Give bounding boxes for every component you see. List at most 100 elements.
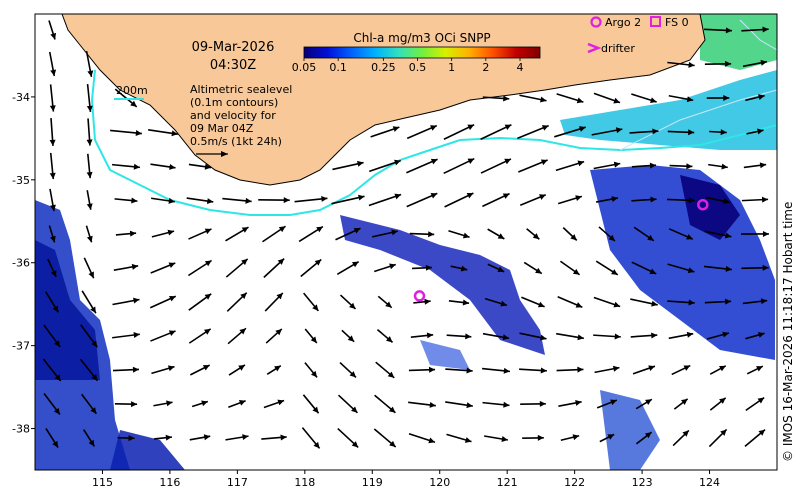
velocity-arrow-head [388, 406, 396, 413]
velocity-arrow-head [277, 258, 285, 265]
land-australia [61, 14, 706, 186]
velocity-arrow-head [389, 263, 396, 270]
velocity-arrow-head [464, 437, 472, 443]
velocity-arrow-head [314, 259, 322, 266]
scale-arrow-head [221, 151, 228, 157]
velocity-arrow-head [131, 263, 139, 270]
velocity-arrow-head [614, 333, 621, 340]
velocity-arrow-head [610, 399, 617, 406]
velocity-arrow-head [430, 158, 438, 165]
sealevel-note-line: and velocity for [190, 109, 276, 122]
velocity-arrow-head [647, 234, 654, 241]
velocity-arrow-head [644, 432, 652, 439]
velocity-arrow-head [280, 434, 287, 441]
velocity-arrow-head [721, 163, 728, 170]
velocity-arrow-head [758, 429, 766, 436]
velocity-arrow-head [502, 334, 510, 341]
velocity-arrow-head [165, 434, 172, 441]
velocity-arrow-head [239, 328, 246, 335]
x-tick-label: 121 [497, 476, 518, 489]
velocity-arrow-head [539, 400, 546, 407]
argo-markers [413, 198, 709, 302]
velocity-arrow-head [202, 365, 210, 371]
velocity-arrow-head [759, 162, 767, 169]
velocity-arrow-head [720, 129, 727, 136]
velocity-arrow-head [275, 328, 282, 336]
sealevel-note-line: 0.5m/s (1kt 24h) [190, 135, 282, 148]
velocity-arrow-head [133, 332, 140, 338]
velocity-arrow-head [462, 299, 470, 306]
velocity-arrow-head [132, 366, 139, 373]
velocity-arrow-head [725, 60, 732, 67]
colorbar-tick-label: 2 [482, 61, 489, 74]
velocity-arrow-head [394, 193, 402, 200]
velocity-arrow-head [608, 234, 616, 242]
x-tick-label: 118 [294, 476, 315, 489]
velocity-arrow-head [537, 301, 545, 308]
plot-frame [34, 13, 778, 471]
velocity-arrow-head [87, 70, 94, 77]
velocity-arrow-head [537, 434, 544, 441]
argo-float-marker[interactable] [413, 290, 426, 302]
velocity-arrow-head [430, 193, 438, 199]
velocity-arrow-head [540, 96, 547, 103]
velocity-arrow-head [688, 61, 695, 68]
velocity-arrow-head [687, 267, 695, 274]
velocity-arrow-head [572, 268, 580, 275]
credit-text: © IMOS 16-Mar-2026 11:18:17 Hobart time [781, 201, 795, 462]
sealevel-note-line: Altimetric sealevel [190, 83, 292, 96]
velocity-arrow-head [686, 96, 694, 103]
x-axis: 115 116 117 118 119 120 121 122 123 124 [92, 470, 720, 489]
velocity-arrow-head [168, 262, 176, 269]
velocity-arrow-head [133, 297, 140, 304]
y-tick-label: -35 [12, 174, 30, 187]
velocity-arrow-head [49, 204, 56, 212]
velocity-arrow-head [575, 399, 582, 406]
velocity-arrow-head [576, 97, 584, 104]
velocity-arrow-head [53, 407, 60, 415]
velocity-arrow-head [283, 197, 290, 204]
velocity-arrow-head [649, 268, 657, 274]
velocity-arrow-head [758, 332, 765, 338]
velocity-arrow-head [650, 97, 657, 104]
drifter-legend-label: drifter [601, 42, 635, 55]
velocity-arrow-head [719, 365, 726, 372]
velocity-arrow-head [649, 162, 657, 169]
velocity-arrow-head [321, 195, 328, 202]
velocity-arrow-head [719, 397, 726, 404]
velocity-arrow-head [504, 124, 512, 131]
x-tick-label: 116 [159, 476, 180, 489]
velocity-arrow-head [245, 197, 252, 204]
velocity-arrow-head [757, 397, 765, 404]
velocity-arrow-head [90, 306, 96, 314]
argo-float-marker[interactable] [697, 198, 709, 211]
colorbar-ticks: 0.05 0.1 0.25 0.5 1 2 4 [292, 58, 524, 74]
velocity-arrow-head [428, 437, 435, 444]
velocity-arrow-head [129, 230, 137, 237]
velocity-arrow-head [761, 196, 769, 203]
velocity-arrow-head [201, 400, 208, 407]
velocity-arrow-head [238, 364, 245, 371]
velocity-arrow-head [167, 365, 175, 372]
velocity-arrow-head [497, 233, 505, 239]
velocity-arrow-head [688, 299, 695, 306]
velocity-arrow-head [238, 400, 246, 406]
velocity-arrow-head [645, 399, 652, 405]
velocity-arrow-head [424, 298, 431, 305]
velocity-arrow-head [607, 434, 615, 440]
velocity-arrow-head [351, 441, 359, 448]
velocity-arrow-head [724, 232, 732, 239]
velocity-arrow-head [613, 161, 621, 168]
velocity-arrow-head [651, 300, 658, 307]
velocity-arrow-head [206, 198, 214, 205]
velocity-arrow-head [50, 69, 57, 76]
sealevel-contour [739, 19, 777, 51]
velocity-arrow-head [611, 269, 618, 275]
velocity-arrow-head [579, 126, 586, 132]
velocity-arrow-head [760, 59, 767, 66]
velocity-arrow-head [535, 267, 542, 274]
argo-legend-label: Argo 2 [605, 16, 641, 29]
sealevel-note: Altimetric sealevel (0.1m contours) and … [190, 83, 292, 157]
velocity-arrow-head [242, 434, 249, 441]
velocity-arrow-head [688, 129, 695, 136]
